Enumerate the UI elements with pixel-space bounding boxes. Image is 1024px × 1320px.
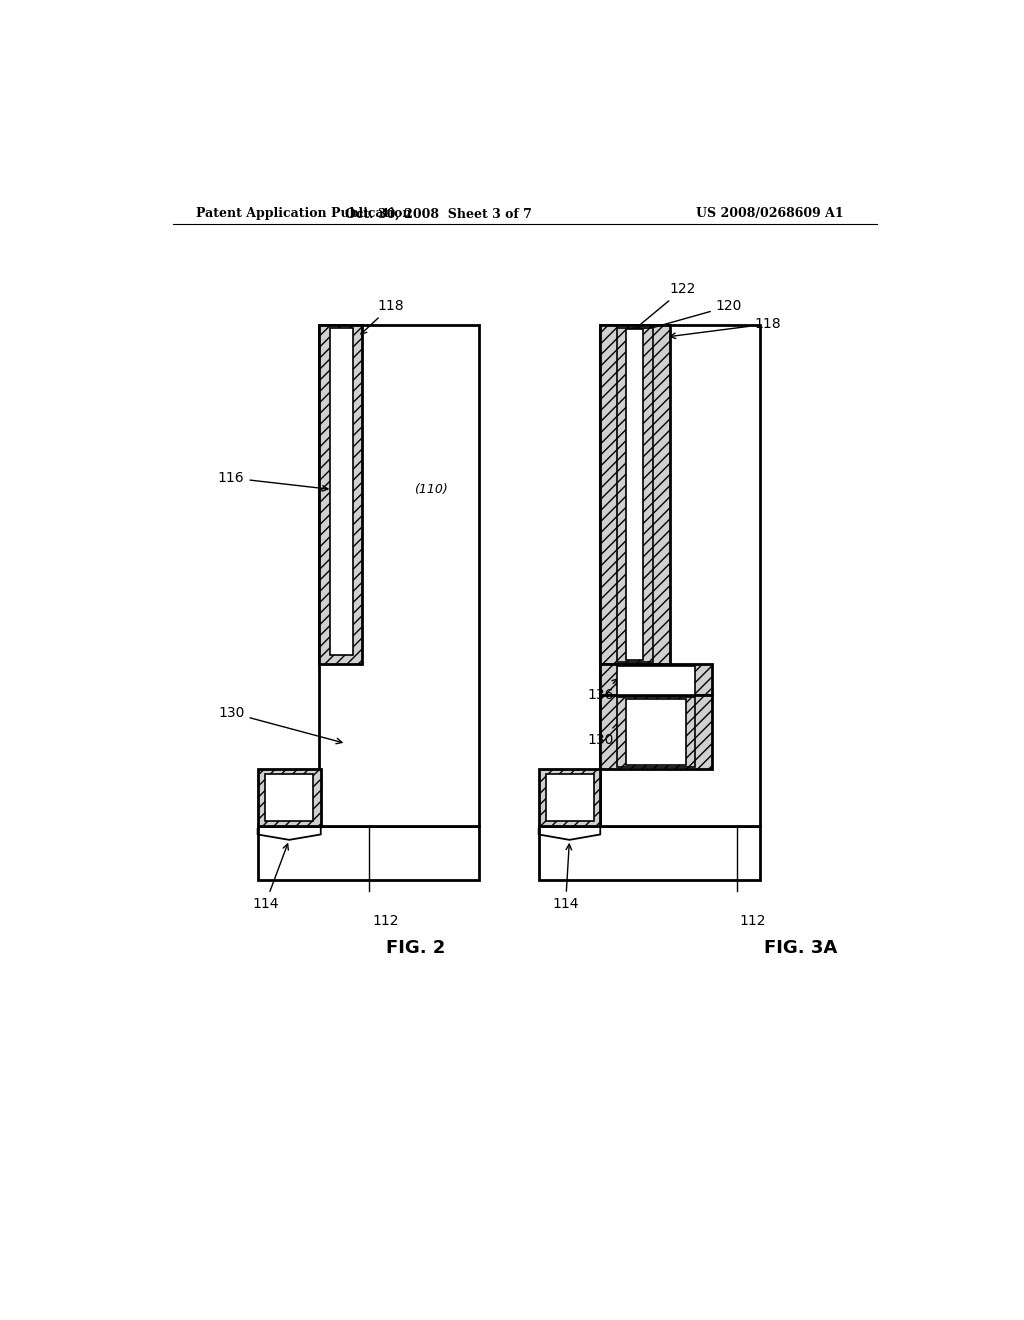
Bar [617,327,652,663]
Text: 118: 118 [360,300,404,334]
Bar [265,775,313,821]
Bar [258,826,478,880]
Bar [539,770,600,826]
Text: 112: 112 [373,913,398,928]
Bar [627,330,643,660]
Text: 130: 130 [588,714,628,747]
Bar [539,826,760,880]
Text: 116: 116 [218,471,328,491]
Text: (100): (100) [337,474,346,504]
Text: (110): (110) [414,483,447,496]
Bar [258,770,321,826]
Bar [547,775,594,821]
Bar [627,700,686,766]
Bar [600,696,712,770]
Text: 120: 120 [624,300,742,337]
Text: 118: 118 [670,317,781,338]
Text: FIG. 2: FIG. 2 [386,939,445,957]
Bar [600,326,760,826]
Text: Oct. 30, 2008  Sheet 3 of 7: Oct. 30, 2008 Sheet 3 of 7 [345,207,532,220]
Bar [617,665,695,696]
Text: 130: 130 [218,706,342,743]
Bar [319,326,361,664]
Text: 112: 112 [739,913,766,928]
Bar [617,697,695,767]
Text: US 2008/0268609 A1: US 2008/0268609 A1 [696,207,844,220]
Bar [600,664,712,696]
Bar [319,326,478,826]
Bar [600,326,670,664]
Text: 114: 114 [252,843,289,911]
Text: FIG. 3A: FIG. 3A [764,939,837,957]
Text: 136: 136 [588,678,617,702]
Bar [330,327,353,655]
Text: 122: 122 [632,282,696,331]
Text: 114: 114 [552,845,579,911]
Text: Patent Application Publication: Patent Application Publication [196,207,412,220]
